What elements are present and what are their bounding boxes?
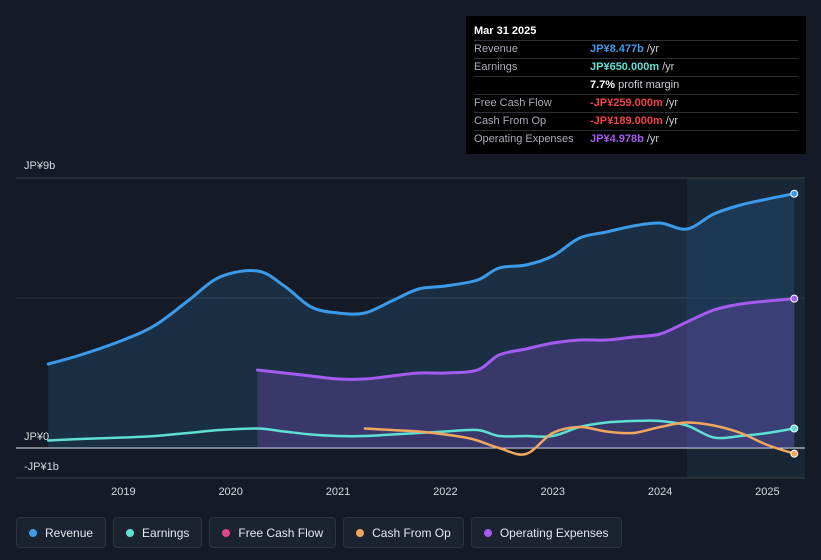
tooltip-label: Operating Expenses xyxy=(474,133,574,145)
revenue-end-point xyxy=(790,189,799,198)
legend-label: Cash From Op xyxy=(372,525,451,540)
tooltip-unit: /yr xyxy=(665,115,679,127)
tooltip-unit: profit margin xyxy=(618,79,680,91)
tooltip-unit: /yr xyxy=(662,61,675,73)
legend-label: Operating Expenses xyxy=(499,525,609,540)
operating-expenses-end-point xyxy=(790,294,799,303)
y-label-top: JP¥9b xyxy=(24,160,55,172)
tooltip-unit: /yr xyxy=(646,43,660,55)
legend-label: Earnings xyxy=(142,525,190,540)
legend-earnings[interactable]: Earnings xyxy=(113,517,203,548)
tooltip-label: Earnings xyxy=(474,61,518,73)
chart-legend: Revenue Earnings Free Cash Flow Cash Fro… xyxy=(16,517,622,548)
tooltip-row-cfo: Cash From Op -JP¥189.000m /yr xyxy=(474,113,798,131)
x-tick-label: 2020 xyxy=(218,486,242,498)
cash-from-op-line xyxy=(363,421,796,456)
revenue-area xyxy=(48,193,795,448)
tooltip-label: Revenue xyxy=(474,43,519,55)
x-tick-label: 2025 xyxy=(755,486,779,498)
legend-free-cash-flow[interactable]: Free Cash Flow xyxy=(209,517,337,548)
tooltip-date: Mar 31 2025 xyxy=(474,24,798,41)
earnings-dot-icon xyxy=(126,528,135,537)
free-cash-flow-dot-icon xyxy=(222,528,231,537)
tooltip-label: Cash From Op xyxy=(474,115,547,127)
operating-expenses-area xyxy=(257,298,795,448)
earnings-end-point xyxy=(790,424,799,433)
tooltip-value: -JP¥259.000m xyxy=(590,97,663,109)
cash-from-op-end-point xyxy=(790,449,799,458)
tooltip-value: JP¥650.000m xyxy=(590,61,660,73)
tooltip-row-revenue: Revenue JP¥8.477b /yr xyxy=(474,41,798,59)
x-tick-label: 2023 xyxy=(540,486,564,498)
x-tick-label: 2019 xyxy=(111,486,135,498)
tooltip-row-margin: 7.7% profit margin xyxy=(474,77,798,95)
revenue-dot-icon xyxy=(29,528,37,537)
legend-operating-expenses[interactable]: Operating Expenses xyxy=(470,517,622,548)
forecast-region xyxy=(686,178,805,478)
tooltip-row-earnings: Earnings JP¥650.000m /yr xyxy=(474,59,798,77)
tooltip-unit: /yr xyxy=(646,133,660,145)
x-tick-label: 2021 xyxy=(326,486,350,498)
tooltip-value: JP¥4.978b xyxy=(590,133,644,145)
tooltip-value: JP¥8.477b xyxy=(590,43,644,55)
tooltip-row-opex: Operating Expenses JP¥4.978b /yr xyxy=(474,131,798,148)
legend-cash-from-op[interactable]: Cash From Op xyxy=(343,517,464,548)
y-label-bottom: -JP¥1b xyxy=(24,461,59,473)
tooltip-value: -JP¥189.000m xyxy=(590,115,663,127)
data-tooltip: Mar 31 2025 Revenue JP¥8.477b /yr Earnin… xyxy=(466,16,806,154)
legend-label: Free Cash Flow xyxy=(238,525,324,540)
operating-expenses-line xyxy=(256,297,796,381)
y-label-zero: JP¥0 xyxy=(24,431,49,443)
revenue-line xyxy=(46,192,796,366)
tooltip-unit: /yr xyxy=(665,97,679,109)
tooltip-label xyxy=(474,77,590,94)
operating-expenses-dot-icon xyxy=(483,528,492,537)
legend-revenue[interactable]: Revenue xyxy=(16,517,107,548)
x-tick-label: 2022 xyxy=(433,486,457,498)
tooltip-label: Free Cash Flow xyxy=(474,97,552,109)
x-tick-label: 2024 xyxy=(648,486,672,498)
legend-label: Revenue xyxy=(45,525,94,540)
revenue-earnings-chart: 2019 2020 2021 2022 2023 2024 2025 JP¥9b JP¥0 … xyxy=(16,160,805,498)
tooltip-row-fcf: Free Cash Flow -JP¥259.000m /yr xyxy=(474,95,798,113)
cash-from-op-dot-icon xyxy=(356,528,365,537)
tooltip-value: 7.7% xyxy=(590,79,616,91)
